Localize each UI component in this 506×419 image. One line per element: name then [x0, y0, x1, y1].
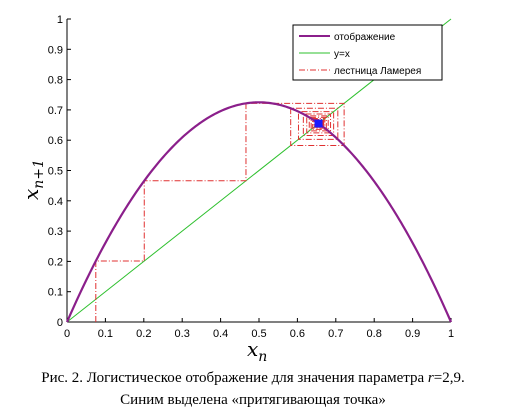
x-tick-label: 1: [448, 328, 454, 340]
legend-label-map: отображение: [334, 31, 396, 43]
y-tick-label: 0.9: [48, 44, 63, 56]
caption-text-a: Рис. 2. Логистическое отображение для зн…: [41, 370, 428, 386]
y-tick-label: 0.8: [48, 75, 63, 87]
x-axis-label-sub: n: [258, 349, 267, 365]
series-map-curve: [67, 102, 451, 322]
y-tick-label: 0: [57, 317, 63, 329]
chart: 0 0.1 0.2 0.3 0.4 0.5 0.6 0.7 0.8 0.9 1 0 0.1 0.2 0.3 0…: [0, 0, 506, 365]
svg-text:xn: xn: [247, 337, 267, 365]
x-tick-label: 0: [64, 328, 70, 340]
y-tick-label: 0.6: [48, 135, 63, 147]
x-tick-label: 0.8: [367, 328, 382, 340]
x-axis-label-base: x: [247, 337, 258, 361]
x-tick-label: 0.6: [290, 328, 305, 340]
x-tick-label: 0.2: [136, 328, 151, 340]
x-tick-label: 0.1: [98, 328, 113, 340]
y-tick-label: 0.4: [48, 196, 63, 208]
y-axis-label: xn+1: [19, 159, 47, 200]
x-tick-label: 0.9: [405, 328, 420, 340]
caption-text-b: =2,9.: [434, 370, 465, 386]
y-tick-label: 0.2: [48, 256, 63, 268]
x-axis-label: xn: [247, 337, 267, 365]
y-axis-label-base: x: [19, 189, 43, 200]
y-tick-label: 1: [57, 14, 63, 26]
x-tick-label: 0.7: [328, 328, 343, 340]
x-tick-label: 0.4: [213, 328, 228, 340]
legend: отображение y=x лестница Ламерея: [293, 25, 442, 80]
attracting-point-marker: [315, 120, 323, 128]
series-cobweb-line: [96, 103, 344, 322]
figure-caption-line2: Синим выделена «притягивающая точка»: [0, 392, 506, 409]
y-axis-label-sub: n+1: [31, 159, 47, 189]
y-tick-label: 0.1: [48, 287, 63, 299]
legend-label-diagonal: y=x: [334, 49, 350, 60]
y-tick-label: 0.3: [48, 226, 63, 238]
svg-text:xn+1: xn+1: [19, 159, 47, 200]
legend-label-cobweb: лестница Ламерея: [334, 66, 421, 77]
y-tick-label: 0.7: [48, 105, 63, 117]
figure-caption-line1: Рис. 2. Логистическое отображение для зн…: [0, 370, 506, 387]
y-tick-label: 0.5: [48, 166, 63, 178]
x-tick-label: 0.3: [175, 328, 190, 340]
